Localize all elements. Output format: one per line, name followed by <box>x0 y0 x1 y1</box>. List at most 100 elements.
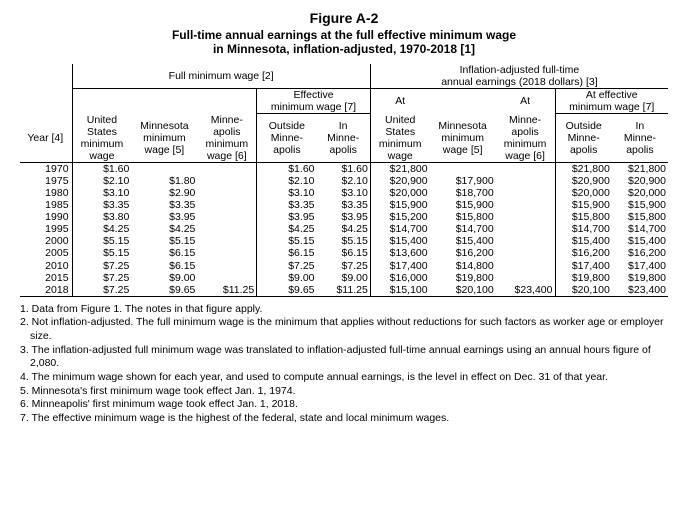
cell: $4.25 <box>131 223 197 235</box>
cell <box>430 163 496 176</box>
cell: $15,400 <box>555 235 612 247</box>
cell: $1.60 <box>72 163 131 176</box>
col-mpls: Minne-apolisminimumwage [6] <box>197 114 256 163</box>
cell: $5.15 <box>131 235 197 247</box>
cell: $20,000 <box>370 187 429 199</box>
footnote: 1. Data from Figure 1. The notes in that… <box>20 303 668 317</box>
cell: $17,400 <box>370 260 429 272</box>
cell: $5.15 <box>257 235 317 247</box>
cell <box>197 175 256 187</box>
cell: $11.25 <box>197 284 256 297</box>
cell: $3.10 <box>257 187 317 199</box>
cell: $21,800 <box>555 163 612 176</box>
cell: 2015 <box>20 272 72 284</box>
cell: $7.25 <box>257 260 317 272</box>
cell: $21,800 <box>370 163 429 176</box>
cell <box>131 163 197 176</box>
col-ae-in: InMinne-apolis <box>612 114 668 163</box>
cell <box>496 260 555 272</box>
cell: $16,200 <box>430 247 496 259</box>
cell: $15,100 <box>370 284 429 297</box>
cell: $20,100 <box>430 284 496 297</box>
cell: $15,900 <box>370 199 429 211</box>
footnote: 7. The effective minimum wage is the hig… <box>20 412 668 426</box>
header-row-2: Effectiveminimum wage [7] At At At effec… <box>20 89 668 114</box>
cell <box>496 235 555 247</box>
cell: $4.25 <box>72 223 131 235</box>
col-mn: Minnesotaminimumwage [5] <box>131 114 197 163</box>
cell: $7.25 <box>317 260 371 272</box>
hdr-eff-min-wage: Effectiveminimum wage [7] <box>257 89 371 114</box>
cell: $20,000 <box>612 187 668 199</box>
cell: 2000 <box>20 235 72 247</box>
cell: 1975 <box>20 175 72 187</box>
table-row: 2018$7.25$9.65$11.25$9.65$11.25$15,100$2… <box>20 284 668 297</box>
cell: $11.25 <box>317 284 371 297</box>
cell: $23,400 <box>496 284 555 297</box>
cell <box>496 199 555 211</box>
cell: $19,800 <box>430 272 496 284</box>
cell: 1970 <box>20 163 72 176</box>
cell: 2005 <box>20 247 72 259</box>
cell: $5.15 <box>72 247 131 259</box>
figure-subtitle-1: Full-time annual earnings at the full ef… <box>20 28 668 42</box>
cell <box>496 247 555 259</box>
data-table: Full minimum wage [2] Inflation-adjusted… <box>20 64 668 297</box>
cell: $3.35 <box>317 199 371 211</box>
cell: $15,400 <box>370 235 429 247</box>
cell: $3.35 <box>257 199 317 211</box>
table-row: 1990$3.80$3.95$3.95$3.95$15,200$15,800$1… <box>20 211 668 223</box>
cell: $14,700 <box>370 223 429 235</box>
cell <box>197 163 256 176</box>
col-ae-out: OutsideMinne-apolis <box>555 114 612 163</box>
footnotes: 1. Data from Figure 1. The notes in that… <box>20 303 668 426</box>
cell: $20,100 <box>555 284 612 297</box>
cell <box>197 211 256 223</box>
cell: $1.60 <box>317 163 371 176</box>
table-row: 2015$7.25$9.00$9.00$9.00$16,000$19,800$1… <box>20 272 668 284</box>
cell: $2.90 <box>131 187 197 199</box>
cell: $15,900 <box>555 199 612 211</box>
cell: $3.80 <box>72 211 131 223</box>
table-row: 1970$1.60$1.60$1.60$21,800$21,800$21,800 <box>20 163 668 176</box>
cell: $14,700 <box>430 223 496 235</box>
cell: 2018 <box>20 284 72 297</box>
cell <box>496 223 555 235</box>
cell: $9.00 <box>257 272 317 284</box>
col-ampls: Minne-apolisminimumwage [6] <box>496 114 555 163</box>
table-row: 1980$3.10$2.90$3.10$3.10$20,000$18,700$2… <box>20 187 668 199</box>
cell: $6.15 <box>317 247 371 259</box>
cell: $5.15 <box>317 235 371 247</box>
cell <box>197 247 256 259</box>
cell: $14,700 <box>612 223 668 235</box>
cell <box>496 163 555 176</box>
cell: $21,800 <box>612 163 668 176</box>
cell: $13,600 <box>370 247 429 259</box>
cell: $2.10 <box>257 175 317 187</box>
cell: $15,200 <box>370 211 429 223</box>
cell: $19,800 <box>555 272 612 284</box>
cell: $7.25 <box>72 284 131 297</box>
cell: $3.95 <box>131 211 197 223</box>
table-row: 1985$3.35$3.35$3.35$3.35$15,900$15,900$1… <box>20 199 668 211</box>
cell: $20,900 <box>370 175 429 187</box>
cell <box>496 175 555 187</box>
cell: $18,700 <box>430 187 496 199</box>
cell: $15,400 <box>612 235 668 247</box>
table-row: 2010$7.25$6.15$7.25$7.25$17,400$14,800$1… <box>20 260 668 272</box>
hdr-at2: At <box>496 89 555 114</box>
cell: $6.15 <box>131 247 197 259</box>
cell: $15,800 <box>555 211 612 223</box>
cell: $15,800 <box>612 211 668 223</box>
cell: $3.95 <box>317 211 371 223</box>
hdr-at-eff: At effectiveminimum wage [7] <box>555 89 668 114</box>
header-row-top: Full minimum wage [2] Inflation-adjusted… <box>20 64 668 89</box>
cell: $2.10 <box>72 175 131 187</box>
cell <box>197 272 256 284</box>
cell: $3.10 <box>317 187 371 199</box>
cell <box>197 223 256 235</box>
cell: $4.25 <box>257 223 317 235</box>
cell <box>197 235 256 247</box>
cell: $7.25 <box>72 260 131 272</box>
cell: $9.65 <box>257 284 317 297</box>
